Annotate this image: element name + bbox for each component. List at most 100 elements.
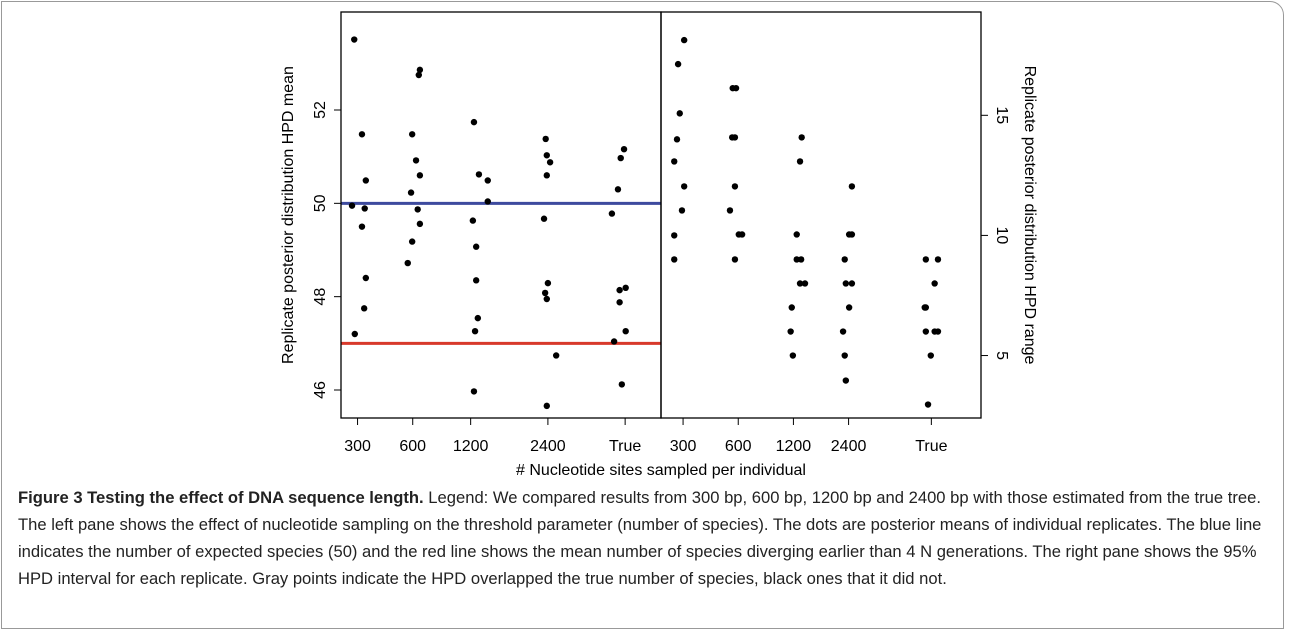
point bbox=[671, 158, 678, 165]
point bbox=[470, 118, 478, 126]
point bbox=[407, 189, 415, 196]
point bbox=[616, 299, 623, 306]
point bbox=[614, 186, 622, 193]
x-tick-label: True bbox=[609, 438, 641, 455]
point bbox=[922, 256, 930, 263]
point bbox=[415, 71, 422, 79]
caption: Figure 3 Testing the effect of DNA seque… bbox=[18, 484, 1278, 592]
point bbox=[680, 36, 688, 44]
point bbox=[484, 177, 491, 184]
point bbox=[618, 381, 626, 388]
plot-frame bbox=[660, 11, 982, 419]
point bbox=[610, 338, 618, 345]
point bbox=[362, 274, 370, 282]
point bbox=[839, 328, 847, 335]
point bbox=[543, 172, 550, 179]
point bbox=[931, 280, 938, 287]
point bbox=[731, 183, 739, 190]
point bbox=[474, 314, 482, 322]
point bbox=[924, 401, 932, 408]
x-axis-label: # Nucleotide sites sampled per individua… bbox=[516, 462, 806, 479]
y-tick-label: 10 bbox=[993, 227, 1010, 245]
point bbox=[673, 136, 681, 143]
point bbox=[934, 256, 942, 263]
point bbox=[731, 134, 739, 141]
x-tick-label: True bbox=[915, 438, 947, 455]
point bbox=[416, 172, 424, 179]
point bbox=[678, 207, 686, 214]
point bbox=[845, 304, 853, 311]
point bbox=[797, 256, 805, 263]
point bbox=[848, 231, 856, 238]
point bbox=[608, 210, 616, 217]
x-tick-label: 300 bbox=[670, 438, 697, 455]
point bbox=[922, 328, 930, 335]
point bbox=[543, 402, 550, 410]
point bbox=[472, 277, 480, 284]
point bbox=[546, 159, 554, 166]
point bbox=[732, 84, 740, 92]
point bbox=[484, 198, 491, 205]
point bbox=[348, 202, 356, 209]
x-tick-label: 2400 bbox=[530, 438, 566, 455]
point bbox=[848, 280, 856, 287]
y-axis-label: Replicate posterior distribution HPD mea… bbox=[280, 66, 297, 364]
point bbox=[674, 60, 682, 68]
point bbox=[414, 206, 421, 213]
y-tick-label: 15 bbox=[993, 106, 1010, 124]
point bbox=[921, 304, 928, 311]
x-tick-label: 2400 bbox=[831, 438, 867, 455]
x-tick-label: 600 bbox=[725, 438, 752, 455]
point bbox=[738, 231, 746, 238]
point bbox=[362, 177, 370, 184]
point bbox=[934, 328, 942, 335]
y-tick-label: 52 bbox=[312, 101, 329, 119]
point bbox=[841, 352, 848, 359]
point bbox=[793, 231, 800, 238]
point bbox=[620, 146, 628, 153]
point bbox=[801, 280, 809, 287]
point bbox=[798, 134, 805, 141]
point bbox=[540, 215, 548, 222]
point bbox=[676, 110, 683, 117]
point bbox=[408, 238, 416, 245]
caption-text: Legend: We compared results from 300 bp,… bbox=[18, 488, 1262, 588]
point bbox=[842, 377, 850, 384]
point bbox=[475, 171, 483, 178]
x-tick-label: 300 bbox=[344, 438, 371, 455]
point bbox=[680, 183, 688, 190]
point bbox=[404, 259, 411, 267]
x-tick-label: 600 bbox=[399, 438, 426, 455]
point bbox=[927, 352, 934, 359]
point bbox=[731, 256, 739, 263]
point bbox=[472, 243, 480, 250]
point bbox=[358, 131, 366, 138]
point bbox=[351, 330, 358, 338]
point bbox=[470, 388, 478, 395]
point bbox=[471, 328, 479, 335]
x-tick-label: 1200 bbox=[776, 438, 812, 455]
point bbox=[416, 66, 424, 74]
point bbox=[552, 352, 560, 359]
point bbox=[796, 158, 804, 165]
point bbox=[543, 152, 550, 159]
point bbox=[358, 223, 366, 230]
point bbox=[544, 279, 552, 287]
point bbox=[622, 284, 629, 291]
point bbox=[796, 280, 804, 287]
chart: 46 48 50 52 300 600 1200 2400 True Replicate post… bbox=[280, 11, 1038, 479]
y-axis-label: Replicate posterior distribution HPD ran… bbox=[1021, 66, 1038, 365]
point bbox=[842, 280, 850, 287]
y-tick-label: 48 bbox=[312, 288, 329, 306]
point bbox=[360, 305, 368, 312]
point bbox=[788, 304, 795, 311]
point bbox=[351, 36, 358, 43]
point bbox=[671, 232, 678, 239]
point bbox=[543, 295, 550, 303]
point bbox=[726, 207, 734, 214]
point bbox=[541, 289, 549, 297]
point bbox=[416, 220, 424, 228]
y-tick-label: 46 bbox=[312, 381, 329, 399]
